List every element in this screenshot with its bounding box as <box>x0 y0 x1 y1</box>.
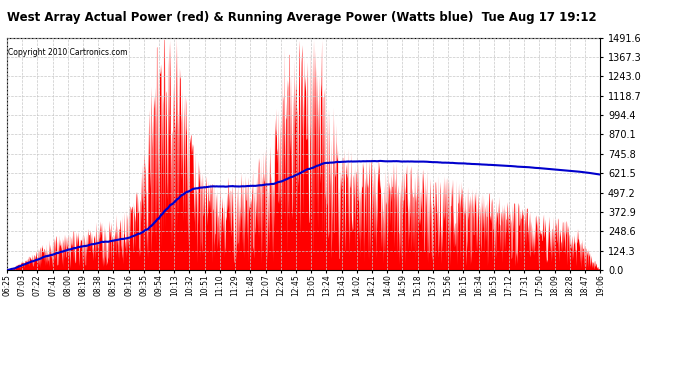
Text: West Array Actual Power (red) & Running Average Power (Watts blue)  Tue Aug 17 1: West Array Actual Power (red) & Running … <box>7 11 597 24</box>
Text: Copyright 2010 Cartronics.com: Copyright 2010 Cartronics.com <box>8 48 128 57</box>
